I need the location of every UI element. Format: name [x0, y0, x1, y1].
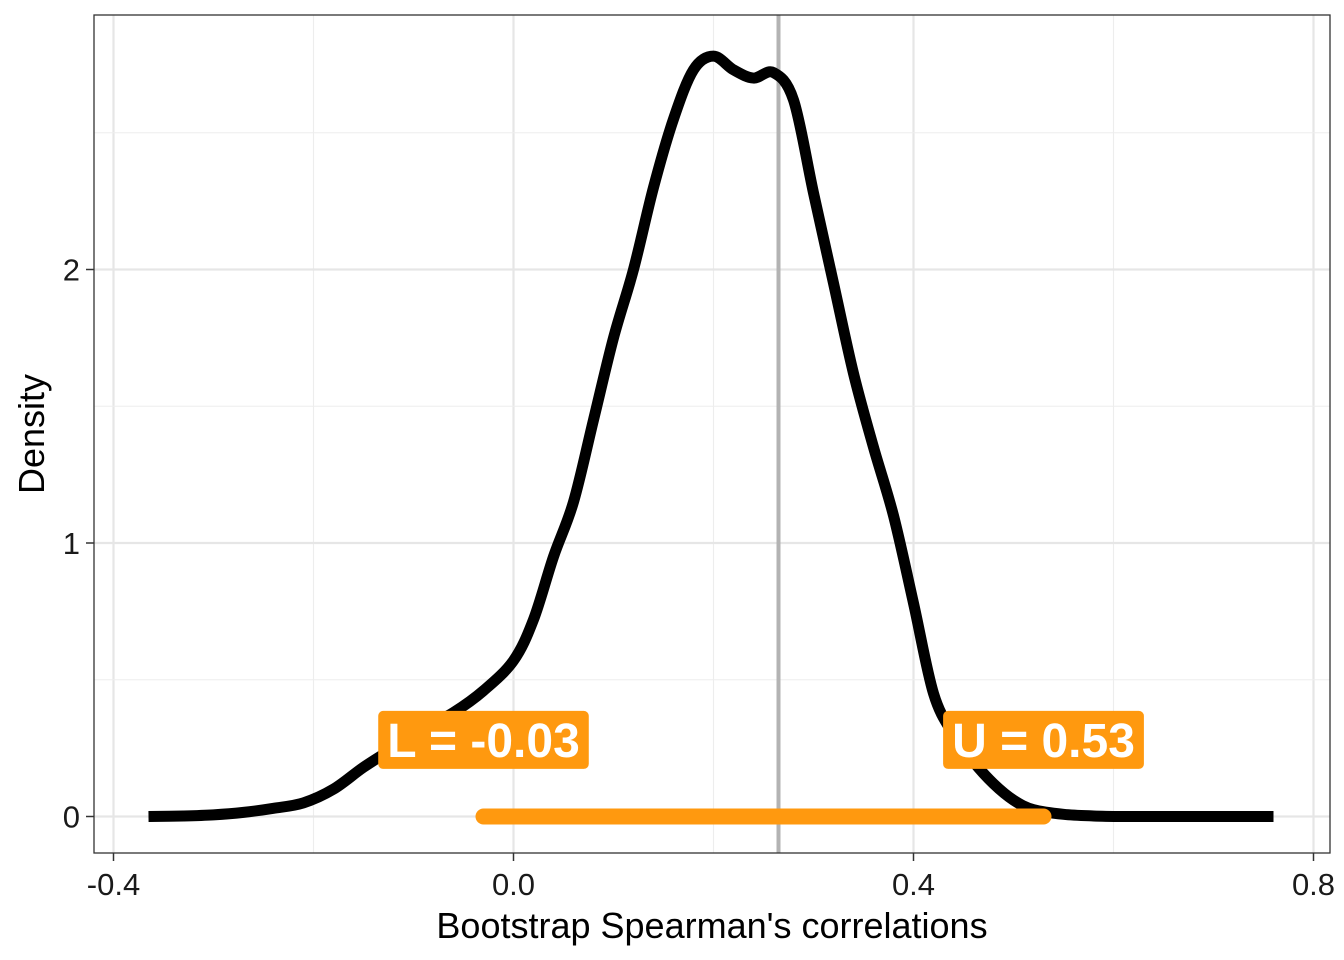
x-tick-label: -0.4	[87, 867, 140, 902]
label-text: L = -0.03	[387, 715, 580, 768]
y-axis-title: Density	[11, 374, 52, 494]
interval-labels: L = -0.03 U = 0.53	[378, 710, 1144, 769]
label-box	[378, 710, 589, 769]
axis-ticks: -0.4 0.0 0.4 0.8 0 1 2	[63, 253, 1335, 903]
y-tick-label: 0	[63, 800, 80, 835]
upper-bound-label: U = 0.53	[943, 710, 1144, 769]
y-tick-label: 2	[63, 253, 80, 288]
x-axis-title: Bootstrap Spearman's correlations	[436, 905, 987, 946]
density-curve	[148, 50, 1274, 823]
x-tick-label: 0.8	[1292, 867, 1335, 902]
density-curve-group	[148, 50, 1274, 823]
x-tick-label: 0.4	[892, 867, 935, 902]
lower-bound-label: L = -0.03	[378, 710, 589, 769]
panel-border	[93, 14, 1331, 854]
label-box	[943, 710, 1144, 769]
x-tick-label: 0.0	[492, 867, 535, 902]
grid	[94, 15, 1330, 853]
y-tick-label: 1	[63, 526, 80, 561]
label-text: U = 0.53	[952, 715, 1135, 768]
